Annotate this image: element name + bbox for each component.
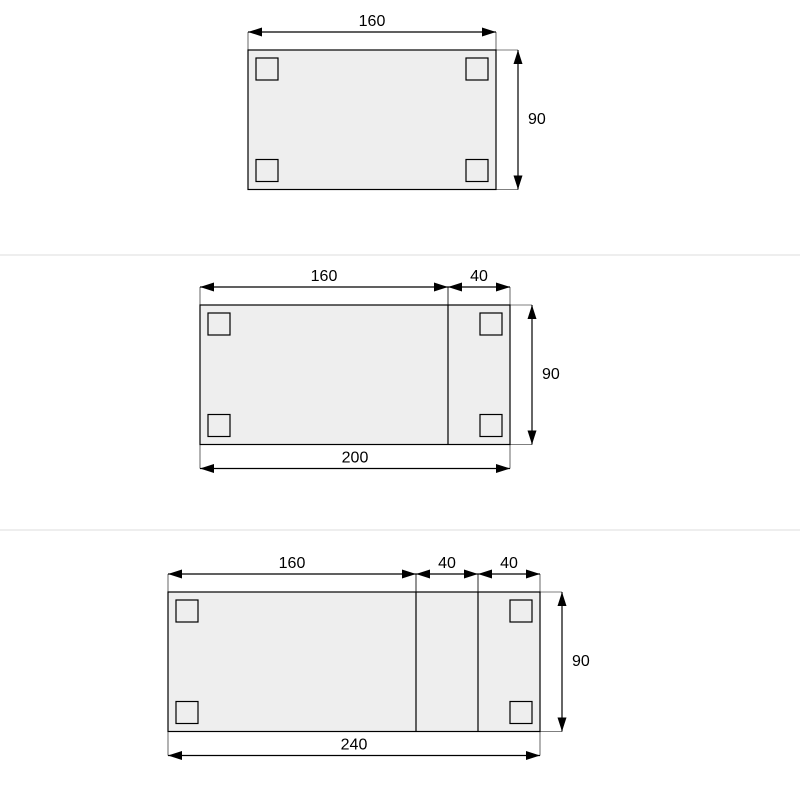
- fig3-corner-square: [510, 600, 532, 622]
- fig1-corner-square: [256, 58, 278, 80]
- arrowhead-icon: [448, 283, 462, 292]
- technical-drawing: 160 90 160 40 90 200 160 40 40 90 240: [0, 0, 800, 800]
- fig3-corner-square: [510, 702, 532, 724]
- arrowhead-icon: [528, 431, 537, 445]
- fig1-corner-square: [466, 160, 488, 182]
- arrowhead-icon: [168, 570, 182, 579]
- arrowhead-icon: [496, 283, 510, 292]
- fig1-right-dim-label: 90: [528, 111, 546, 128]
- fig2-right-dim-label: 90: [542, 366, 560, 383]
- arrowhead-icon: [434, 283, 448, 292]
- arrowhead-icon: [478, 570, 492, 579]
- fig3-right-dim-label: 90: [572, 653, 590, 670]
- fig2-corner-square: [480, 415, 502, 437]
- arrowhead-icon: [514, 176, 523, 190]
- arrowhead-icon: [526, 751, 540, 760]
- fig2-top-dim-0-label: 160: [311, 268, 338, 285]
- arrowhead-icon: [558, 718, 567, 732]
- fig2-corner-square: [208, 415, 230, 437]
- fig1-corner-square: [466, 58, 488, 80]
- arrowhead-icon: [248, 28, 262, 37]
- arrowhead-icon: [416, 570, 430, 579]
- fig3-corner-square: [176, 702, 198, 724]
- arrowhead-icon: [200, 464, 214, 473]
- fig3-panel: [168, 592, 540, 732]
- arrowhead-icon: [168, 751, 182, 760]
- arrowhead-icon: [200, 283, 214, 292]
- fig3-bottom-dim-label: 240: [341, 737, 368, 754]
- fig2-corner-square: [480, 313, 502, 335]
- fig3-top-dim-2-label: 40: [500, 555, 518, 572]
- fig1-panel: [248, 50, 496, 190]
- fig2-top-dim-1-label: 40: [470, 268, 488, 285]
- fig3-top-dim-0-label: 160: [279, 555, 306, 572]
- fig2-bottom-dim-label: 200: [342, 450, 369, 467]
- arrowhead-icon: [526, 570, 540, 579]
- arrowhead-icon: [528, 305, 537, 319]
- fig2-panel: [200, 305, 510, 445]
- arrowhead-icon: [402, 570, 416, 579]
- arrowhead-icon: [464, 570, 478, 579]
- fig3-top-dim-1-label: 40: [438, 555, 456, 572]
- fig3-corner-square: [176, 600, 198, 622]
- arrowhead-icon: [482, 28, 496, 37]
- arrowhead-icon: [496, 464, 510, 473]
- arrowhead-icon: [514, 50, 523, 64]
- fig2-corner-square: [208, 313, 230, 335]
- fig1-corner-square: [256, 160, 278, 182]
- arrowhead-icon: [558, 592, 567, 606]
- fig1-top-dim-0-label: 160: [359, 13, 386, 30]
